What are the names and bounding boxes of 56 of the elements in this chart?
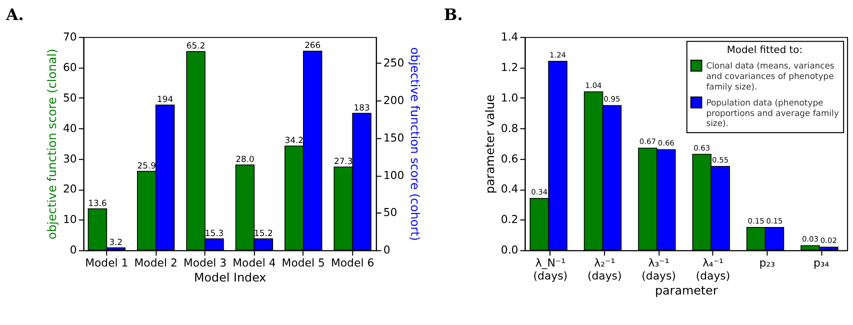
y-tick-label: 1.2 [500, 60, 518, 74]
y2-tick-label: 100 [383, 168, 404, 182]
y-tick-label: 0.4 [500, 182, 518, 196]
x-tick-label: p₃₄ [813, 256, 830, 270]
y-tick-label: 60 [62, 60, 77, 74]
legend-label: Population data (phenotype proportions and average family size). [706, 97, 839, 128]
data-label: 15.2 [254, 228, 273, 238]
data-label: 15.3 [204, 228, 224, 238]
x-tick-label: p₂₃ [759, 256, 775, 270]
y-tick-label: 50 [62, 91, 77, 104]
y-tick-label: 20 [62, 182, 77, 196]
y2-axis-title: objective function score (cohort) [408, 47, 422, 241]
legend-title: Model fitted to: [726, 44, 803, 56]
x-tick-label: Model 2 [134, 256, 178, 270]
data-label: 13.6 [88, 198, 107, 208]
x-tick-label: Model 5 [282, 256, 325, 270]
data-label: 65.2 [186, 40, 206, 51]
x-tick-label: Model 1 [85, 256, 128, 270]
y2-tick-label: 0 [383, 244, 390, 257]
y-axis-title: parameter value [482, 94, 497, 194]
y2-tick-label: 200 [383, 94, 404, 108]
y2-tick-label: 250 [383, 56, 404, 70]
chart-title: B. [444, 5, 463, 24]
chart-title: A. [4, 5, 24, 24]
y-tick-label: 0.6 [500, 152, 518, 166]
data-label: 25.9 [137, 160, 156, 170]
data-label: 34.2 [284, 135, 304, 146]
x-axis-title: parameter [654, 283, 718, 298]
x-tick-label: λ₃⁻¹ (days) [642, 256, 676, 282]
data-label: 266 [304, 40, 321, 50]
x-tick-label: Model 3 [183, 256, 227, 270]
y-axis-title: objective function score (clonal) [45, 48, 60, 240]
x-tick-label: λ₂⁻¹ (days) [587, 256, 622, 282]
x-tick-label: λ₄⁻¹ (days) [696, 256, 730, 282]
y-tick-label: 1.0 [500, 91, 518, 104]
y-tick-label: 30 [62, 152, 77, 166]
y-tick-label: 0.8 [500, 122, 518, 135]
data-label: 28.0 [236, 154, 254, 164]
data-label: 183 [354, 102, 370, 112]
x-tick-label: Model 4 [232, 256, 276, 270]
y-tick-label: 0 [70, 244, 77, 257]
y-tick-label: 1.4 [500, 30, 518, 44]
legend-label: Clonal data (means, variances and covariances of phenotype family size). [706, 60, 834, 92]
y2-tick-label: 50 [383, 206, 398, 220]
y-tick-label: 0.2 [500, 213, 518, 226]
data-label: 27.3 [334, 156, 353, 166]
data-label: 3.2 [109, 236, 123, 247]
y-tick-label: 0.0 [500, 244, 518, 257]
x-tick-label: Model 6 [330, 256, 374, 270]
y-tick-label: 70 [62, 30, 77, 44]
y-tick-label: 40 [62, 122, 77, 135]
y-tick-label: 10 [62, 213, 77, 226]
x-axis-title: Model Index [194, 270, 266, 284]
x-tick-label: λ_N⁻¹ (days) [533, 256, 568, 282]
data-label: 194 [157, 94, 174, 104]
y2-tick-label: 150 [383, 131, 404, 144]
